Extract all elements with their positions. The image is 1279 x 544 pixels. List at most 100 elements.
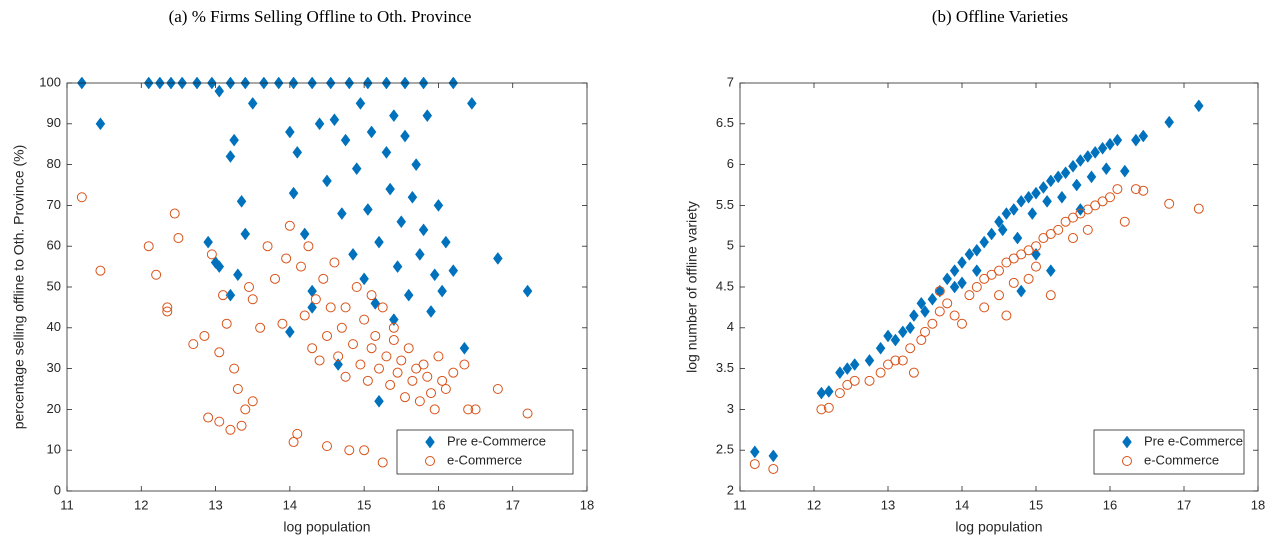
data-point: [1119, 216, 1130, 227]
data-point: [340, 133, 351, 147]
data-point: [448, 367, 459, 378]
data-point: [400, 129, 410, 143]
data-point: [1090, 145, 1101, 159]
y-tick-label: 5: [727, 238, 734, 253]
data-point: [333, 351, 344, 362]
data-point: [437, 375, 448, 386]
data-point: [909, 309, 919, 322]
y-tick-label: 7: [727, 74, 734, 89]
data-point: [448, 264, 459, 278]
data-point: [864, 375, 875, 386]
data-point: [949, 310, 960, 321]
data-point: [422, 109, 433, 123]
y-tick-label: 90: [47, 115, 61, 130]
data-point: [262, 241, 273, 252]
data-point: [255, 322, 266, 333]
data-point: [407, 190, 418, 204]
data-point: [920, 305, 930, 318]
data-point: [957, 318, 967, 329]
data-point: [1008, 253, 1019, 264]
legend-label: Pre e-Commerce: [1144, 433, 1243, 448]
legend-label: e-Commerce: [1144, 452, 1219, 467]
data-point: [329, 257, 340, 268]
data-point: [340, 302, 351, 313]
data-point: [1027, 207, 1038, 220]
data-point: [396, 215, 407, 229]
data-point: [949, 280, 960, 294]
data-point: [1068, 212, 1078, 223]
data-point: [363, 203, 373, 216]
data-point: [459, 359, 470, 370]
data-point: [1057, 190, 1067, 204]
data-point: [359, 314, 370, 325]
data-point: [986, 227, 997, 241]
data-point: [1031, 241, 1041, 252]
y-tick-label: 0: [54, 482, 61, 497]
data-point: [470, 404, 481, 415]
data-point: [143, 241, 154, 252]
data-point: [95, 117, 106, 131]
data-point: [1082, 150, 1093, 163]
data-point: [1082, 204, 1093, 215]
data-point: [916, 296, 927, 310]
data-point: [426, 305, 436, 318]
data-point: [849, 375, 860, 386]
data-point: [307, 343, 318, 354]
data-point: [418, 223, 429, 237]
data-point: [1053, 170, 1064, 184]
data-point: [934, 306, 945, 317]
data-point: [971, 264, 982, 278]
data-point: [1075, 154, 1086, 167]
data-point: [366, 290, 377, 301]
data-point: [310, 294, 321, 305]
data-point: [359, 272, 369, 286]
data-point: [188, 339, 199, 350]
y-tick-label: 4: [727, 319, 734, 334]
legend-marker: [1122, 456, 1132, 466]
data-point: [463, 404, 474, 415]
x-tick-label: 15: [1029, 497, 1043, 512]
data-point: [169, 208, 180, 219]
data-point: [415, 247, 425, 261]
data-point: [849, 358, 860, 371]
data-point: [1012, 231, 1023, 245]
data-point: [151, 269, 162, 280]
y-tick-label: 80: [47, 156, 61, 171]
data-point: [964, 247, 975, 261]
data-point: [366, 125, 377, 139]
data-point: [1001, 310, 1012, 321]
data-point: [337, 207, 347, 220]
data-point: [816, 386, 827, 400]
data-point: [247, 396, 258, 407]
data-point: [307, 284, 317, 298]
legend-box: [396, 429, 574, 475]
data-point: [240, 404, 251, 415]
data-point: [403, 343, 414, 354]
data-point: [366, 343, 377, 354]
data-point: [329, 113, 340, 127]
data-point: [1105, 192, 1115, 203]
data-point: [1045, 290, 1056, 301]
data-point: [1023, 190, 1034, 204]
data-point: [214, 416, 225, 427]
data-point: [768, 449, 779, 463]
data-point: [994, 265, 1004, 276]
data-point: [1075, 208, 1086, 219]
y-axis-title: log number of offline variety: [684, 201, 700, 373]
data-point: [1008, 203, 1019, 216]
data-point: [440, 384, 451, 394]
data-point: [1038, 233, 1049, 244]
data-point: [1068, 233, 1078, 244]
data-point: [492, 384, 503, 394]
data-point: [823, 385, 834, 398]
data-point: [333, 358, 343, 371]
data-point: [162, 302, 173, 313]
data-point: [351, 162, 362, 176]
data-point: [325, 302, 336, 313]
data-point: [292, 145, 303, 159]
data-point: [749, 445, 760, 459]
data-point: [1038, 181, 1049, 194]
data-point: [307, 300, 317, 314]
data-point: [318, 273, 329, 284]
data-point: [284, 220, 295, 231]
